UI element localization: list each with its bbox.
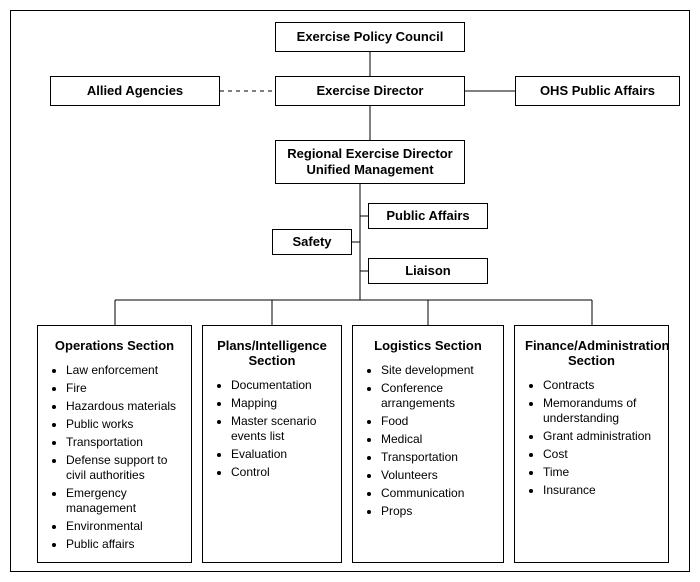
node-label: Exercise Director: [317, 83, 424, 99]
list-item: Cost: [543, 447, 658, 462]
list-item: Insurance: [543, 483, 658, 498]
list-item: Contracts: [543, 378, 658, 393]
node-label: Allied Agencies: [87, 83, 183, 99]
section-box: Operations Section Law enforcement Fire Haz…: [37, 325, 192, 563]
section-box: Finance/Administration Section Contracts M…: [514, 325, 669, 563]
list-item: Medical: [381, 432, 493, 447]
list-item: Communication: [381, 486, 493, 501]
list-item: Evaluation: [231, 447, 331, 462]
section-box: Logistics Section Site development Confere…: [352, 325, 504, 563]
list-item: Documentation: [231, 378, 331, 393]
list-item: Conference arrangements: [381, 381, 493, 411]
list-item: Public works: [66, 417, 181, 432]
section-box: Plans/Intelligence Section Documentation M…: [202, 325, 342, 563]
list-item: Site development: [381, 363, 493, 378]
list-item: Food: [381, 414, 493, 429]
section-title: Operations Section: [48, 338, 181, 353]
list-item: Grant administration: [543, 429, 658, 444]
section-list: Documentation Mapping Master scenario even…: [213, 378, 331, 480]
list-item: Control: [231, 465, 331, 480]
list-item: Transportation: [66, 435, 181, 450]
list-item: Environmental: [66, 519, 181, 534]
list-item: Master scenario events list: [231, 414, 331, 444]
list-item: Time: [543, 465, 658, 480]
node-ohs-public-affairs: OHS Public Affairs: [515, 76, 680, 106]
list-item: Hazardous materials: [66, 399, 181, 414]
node-public-affairs: Public Affairs: [368, 203, 488, 229]
node-policy-council: Exercise Policy Council: [275, 22, 465, 52]
section-title: Logistics Section: [363, 338, 493, 353]
section-list: Law enforcement Fire Hazardous materials Pu…: [48, 363, 181, 552]
node-label: Exercise Policy Council: [297, 29, 444, 45]
node-regional-director: Regional Exercise Director Unified Manag…: [275, 140, 465, 184]
list-item: Defense support to civil authorities: [66, 453, 181, 483]
list-item: Transportation: [381, 450, 493, 465]
node-allied-agencies: Allied Agencies: [50, 76, 220, 106]
node-label: Liaison: [405, 263, 451, 279]
node-label: Safety: [292, 234, 331, 250]
node-label: Public Affairs: [386, 208, 469, 224]
section-list: Contracts Memorandums of understanding Gra…: [525, 378, 658, 498]
node-exercise-director: Exercise Director: [275, 76, 465, 106]
node-label: Regional Exercise Director Unified Manag…: [287, 146, 452, 179]
section-title: Plans/Intelligence Section: [213, 338, 331, 368]
node-liaison: Liaison: [368, 258, 488, 284]
list-item: Memorandums of understanding: [543, 396, 658, 426]
section-list: Site development Conference arrangements F…: [363, 363, 493, 519]
list-item: Fire: [66, 381, 181, 396]
node-label: OHS Public Affairs: [540, 83, 655, 99]
list-item: Law enforcement: [66, 363, 181, 378]
list-item: Props: [381, 504, 493, 519]
node-safety: Safety: [272, 229, 352, 255]
section-title: Finance/Administration Section: [525, 338, 658, 368]
list-item: Mapping: [231, 396, 331, 411]
list-item: Emergency management: [66, 486, 181, 516]
list-item: Public affairs: [66, 537, 181, 552]
list-item: Volunteers: [381, 468, 493, 483]
